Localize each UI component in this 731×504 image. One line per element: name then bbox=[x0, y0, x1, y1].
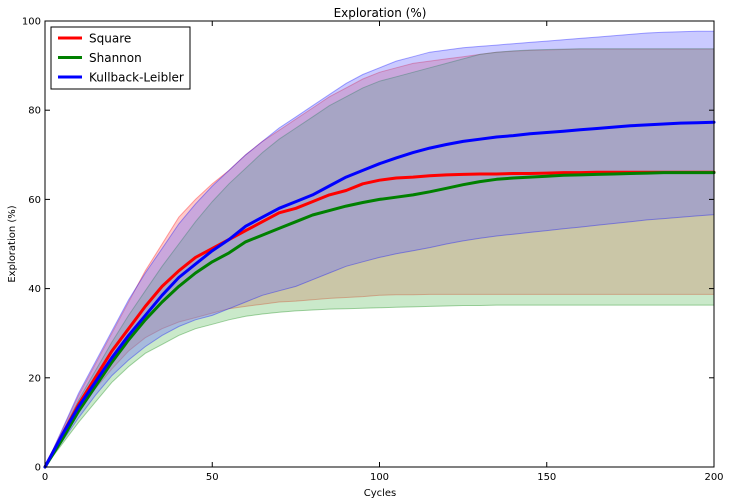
chart-title: Exploration (%) bbox=[334, 6, 427, 20]
y-tick-label: 0 bbox=[35, 463, 41, 474]
confidence-bands bbox=[44, 30, 715, 468]
y-tick-label: 20 bbox=[28, 373, 41, 384]
legend-label-shannon: Shannon bbox=[89, 51, 142, 65]
mean-lines bbox=[43, 120, 716, 469]
y-tick-label: 60 bbox=[28, 195, 41, 206]
x-axis-label: Cycles bbox=[364, 488, 397, 499]
legend-label-square: Square bbox=[89, 32, 131, 46]
x-tick-label: 0 bbox=[42, 472, 48, 483]
y-tick-label: 100 bbox=[22, 17, 41, 28]
legend-label-kullback-leibler: Kullback-Leibler bbox=[89, 71, 184, 85]
y-tick-label: 80 bbox=[28, 106, 41, 117]
x-tick-label: 50 bbox=[206, 472, 219, 483]
y-axis-ticks: 0 20 40 60 80 100 bbox=[22, 17, 714, 474]
x-tick-label: 200 bbox=[704, 472, 723, 483]
x-tick-label: 150 bbox=[537, 472, 556, 483]
line-square bbox=[43, 170, 716, 469]
line-shannon bbox=[43, 171, 716, 469]
y-tick-label: 40 bbox=[28, 284, 41, 295]
y-axis-label: Exploration (%) bbox=[7, 205, 18, 282]
line-kullback-leibler bbox=[43, 120, 716, 469]
legend: Square Shannon Kullback-Leibler bbox=[50, 26, 191, 90]
x-tick-label: 100 bbox=[370, 472, 389, 483]
x-axis-ticks: 0 50 100 150 200 bbox=[42, 21, 724, 483]
